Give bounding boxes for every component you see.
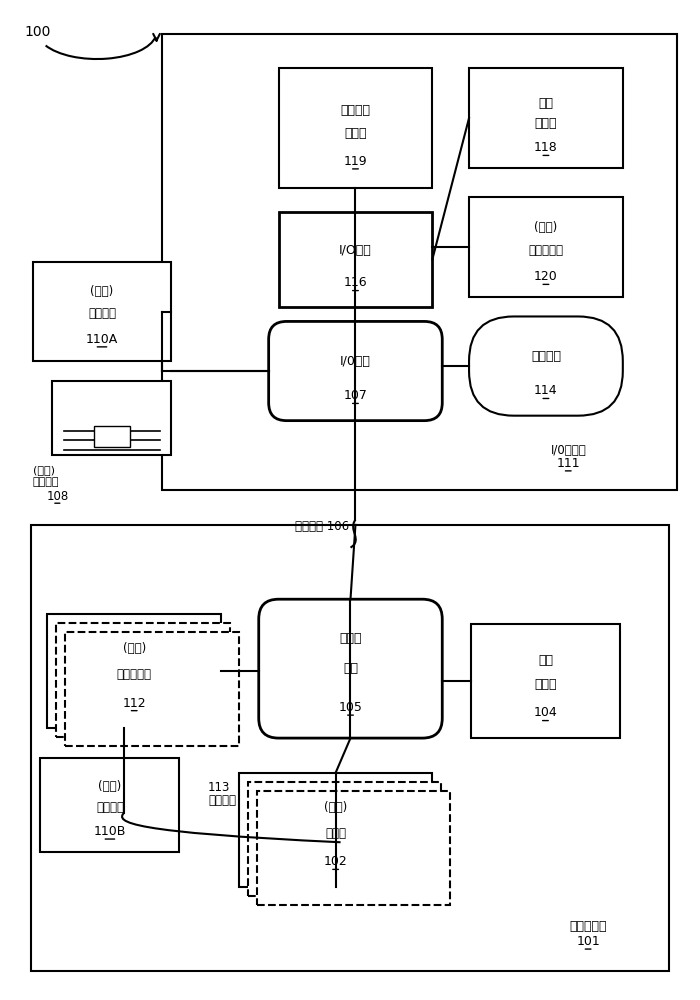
Text: 108: 108 bbox=[46, 490, 69, 503]
Text: (多个): (多个) bbox=[534, 221, 558, 234]
Text: (多个): (多个) bbox=[90, 285, 113, 298]
Text: I/0子系统: I/0子系统 bbox=[550, 444, 586, 457]
Text: (多个): (多个) bbox=[324, 801, 347, 814]
Text: 中枢: 中枢 bbox=[343, 662, 358, 675]
Text: 显示装置: 显示装置 bbox=[96, 801, 124, 814]
Text: (多个): (多个) bbox=[122, 642, 146, 655]
Bar bbox=[31, 525, 669, 971]
Bar bbox=[162, 34, 678, 490]
FancyBboxPatch shape bbox=[269, 321, 442, 421]
Text: (多个): (多个) bbox=[32, 465, 55, 475]
Bar bbox=[56, 623, 230, 737]
Text: 适配器: 适配器 bbox=[535, 117, 557, 130]
Text: 适配器: 适配器 bbox=[344, 127, 367, 140]
Text: 并行处理器: 并行处理器 bbox=[117, 668, 152, 681]
Text: 系统存储: 系统存储 bbox=[531, 350, 561, 363]
Text: 111: 111 bbox=[556, 457, 580, 470]
Text: 系统: 系统 bbox=[538, 654, 553, 667]
Text: 输入装置: 输入装置 bbox=[32, 477, 59, 487]
Text: 113: 113 bbox=[208, 781, 230, 794]
Text: 105: 105 bbox=[339, 701, 363, 714]
Bar bbox=[32, 262, 172, 361]
Text: 处理器: 处理器 bbox=[325, 827, 346, 840]
Text: 101: 101 bbox=[576, 935, 600, 948]
Text: 116: 116 bbox=[344, 276, 368, 289]
Text: 112: 112 bbox=[122, 697, 146, 710]
Bar bbox=[48, 614, 221, 728]
Bar bbox=[469, 68, 623, 168]
Text: I/O开关: I/O开关 bbox=[339, 243, 372, 256]
FancyBboxPatch shape bbox=[469, 316, 623, 416]
Text: 104: 104 bbox=[533, 706, 557, 719]
Bar bbox=[279, 212, 433, 307]
Bar bbox=[94, 426, 130, 447]
Text: 114: 114 bbox=[534, 384, 558, 397]
Bar bbox=[248, 782, 441, 896]
Text: 网络: 网络 bbox=[538, 97, 554, 110]
Text: (多个): (多个) bbox=[98, 780, 122, 793]
Bar bbox=[471, 624, 620, 738]
Text: 存储器: 存储器 bbox=[534, 678, 556, 691]
Text: 100: 100 bbox=[25, 25, 51, 39]
Text: I/0中枢: I/0中枢 bbox=[340, 355, 371, 368]
Text: 通信链路 106: 通信链路 106 bbox=[295, 520, 349, 533]
Text: 110B: 110B bbox=[94, 825, 126, 838]
Bar bbox=[41, 758, 179, 852]
Bar bbox=[257, 791, 450, 905]
FancyBboxPatch shape bbox=[259, 599, 442, 738]
Text: 存储器: 存储器 bbox=[340, 632, 362, 645]
Text: 102: 102 bbox=[323, 855, 347, 868]
Bar bbox=[65, 632, 239, 746]
Text: 120: 120 bbox=[534, 270, 558, 283]
Text: 118: 118 bbox=[534, 141, 558, 154]
Text: 处理子系统: 处理子系统 bbox=[569, 920, 607, 933]
Text: 110A: 110A bbox=[86, 333, 118, 346]
Text: 无线网络: 无线网络 bbox=[340, 104, 370, 117]
Text: 显示装置: 显示装置 bbox=[88, 307, 116, 320]
Bar bbox=[279, 68, 433, 188]
Text: 119: 119 bbox=[344, 155, 368, 168]
Text: 107: 107 bbox=[344, 389, 368, 402]
Bar bbox=[52, 381, 172, 455]
Text: 插入式装置: 插入式装置 bbox=[528, 243, 564, 256]
Text: 通信链路: 通信链路 bbox=[208, 794, 236, 807]
Bar bbox=[469, 197, 623, 297]
Bar bbox=[239, 773, 433, 887]
